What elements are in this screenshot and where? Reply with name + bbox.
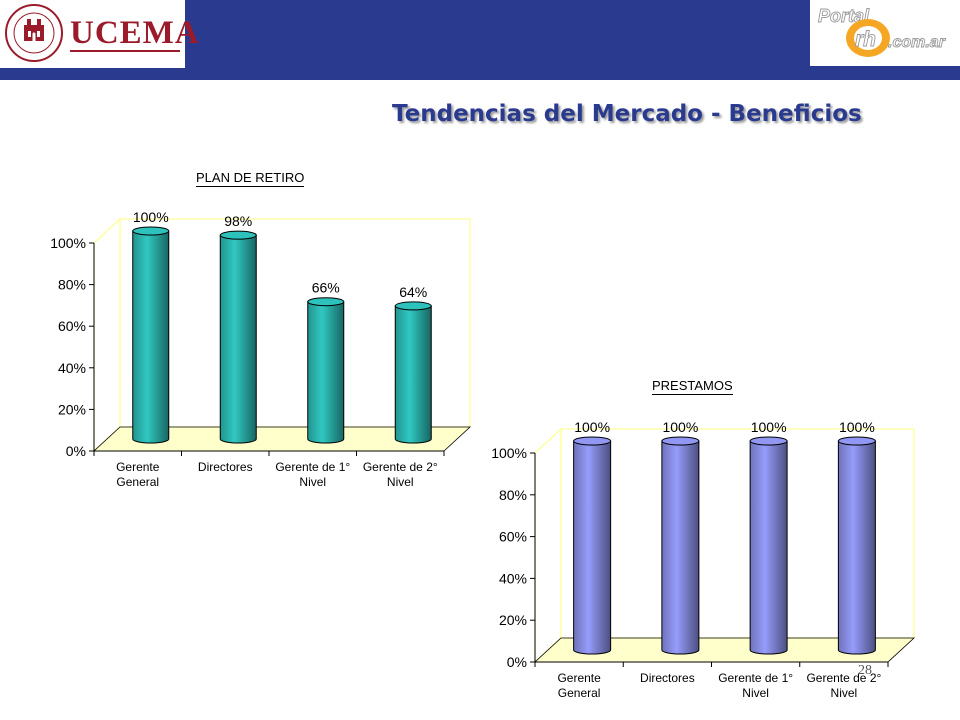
- bar: [219, 230, 257, 444]
- ucema-logo: UCEMA: [0, 0, 199, 68]
- bar: [837, 436, 876, 655]
- x-category-label: Gerente de 1°: [718, 671, 793, 685]
- data-label: 100%: [574, 419, 610, 435]
- chart-title-prestamos: PRESTAMOS: [652, 378, 733, 395]
- bar: [394, 301, 432, 444]
- data-label: 64%: [399, 284, 427, 300]
- bar-cap: [749, 436, 788, 446]
- data-label: 66%: [312, 280, 340, 296]
- y-tick-label: 60%: [499, 529, 527, 545]
- y-tick-label: 20%: [499, 612, 527, 628]
- data-label: 98%: [224, 213, 252, 229]
- bar-cap: [661, 436, 700, 446]
- bar-body: [661, 440, 700, 655]
- x-category-label: General: [116, 475, 159, 489]
- y-tick-label: 100%: [491, 445, 527, 461]
- com-ar-text: .com.ar: [888, 34, 946, 51]
- y-tick-label: 100%: [50, 235, 86, 251]
- x-category-label: Nivel: [742, 686, 769, 700]
- x-category-label: Directores: [640, 671, 695, 685]
- bar: [307, 297, 345, 444]
- x-category-label: Nivel: [831, 686, 858, 700]
- bar-body: [573, 440, 612, 655]
- x-category-label: Gerente de 1°: [275, 460, 350, 474]
- logo-underline: [70, 50, 180, 52]
- bar: [132, 226, 170, 444]
- y-tick-label: 0%: [507, 654, 527, 670]
- y-tick-label: 80%: [58, 277, 86, 293]
- bar-cap: [837, 436, 876, 446]
- portal-text: Portal: [818, 6, 870, 26]
- data-label: 100%: [839, 419, 875, 435]
- x-category-label: Gerente: [557, 671, 601, 685]
- portal-rh-logo: Portal rh .com.ar: [810, 0, 960, 66]
- bar-cap: [573, 436, 612, 446]
- y-tick-label: 40%: [58, 360, 86, 376]
- y-tick-label: 80%: [499, 487, 527, 503]
- chart-side-wall: [93, 217, 121, 453]
- chart-side-wall: [534, 427, 562, 664]
- y-tick-label: 60%: [58, 318, 86, 334]
- data-label: 100%: [662, 419, 698, 435]
- bar-body: [132, 230, 170, 444]
- page-number: 28: [858, 663, 872, 678]
- bar-body: [394, 305, 432, 444]
- bar-cap: [394, 301, 432, 311]
- bar-body: [219, 234, 257, 444]
- x-category-label: Gerente de 2°: [806, 671, 881, 685]
- data-label: 100%: [751, 419, 787, 435]
- x-category-label: Directores: [198, 460, 253, 474]
- bar: [749, 436, 788, 655]
- x-category-label: General: [558, 686, 601, 700]
- bar-cap: [219, 230, 257, 240]
- x-category-label: Nivel: [387, 475, 414, 489]
- y-tick-label: 40%: [499, 570, 527, 586]
- data-label: 100%: [133, 209, 169, 225]
- slide-title: Tendencias del Mercado - Beneficios: [392, 101, 862, 127]
- bar-body: [837, 440, 876, 655]
- x-category-label: Gerente: [116, 460, 160, 474]
- y-tick-label: 20%: [58, 401, 86, 417]
- university-seal-icon: [5, 4, 63, 62]
- ucema-logo-text: UCEMA: [70, 15, 200, 51]
- bar: [661, 436, 700, 655]
- x-category-label: Gerente de 2°: [363, 460, 438, 474]
- x-category-label: Nivel: [299, 475, 326, 489]
- bar-body: [307, 301, 345, 444]
- bar: [573, 436, 612, 655]
- bar-body: [749, 440, 788, 655]
- rh-text: rh: [855, 28, 876, 51]
- bar-cap: [307, 297, 345, 307]
- chart-title-plan-de-retiro: PLAN DE RETIRO: [196, 170, 305, 187]
- y-tick-label: 0%: [66, 443, 86, 459]
- bar-cap: [132, 226, 170, 236]
